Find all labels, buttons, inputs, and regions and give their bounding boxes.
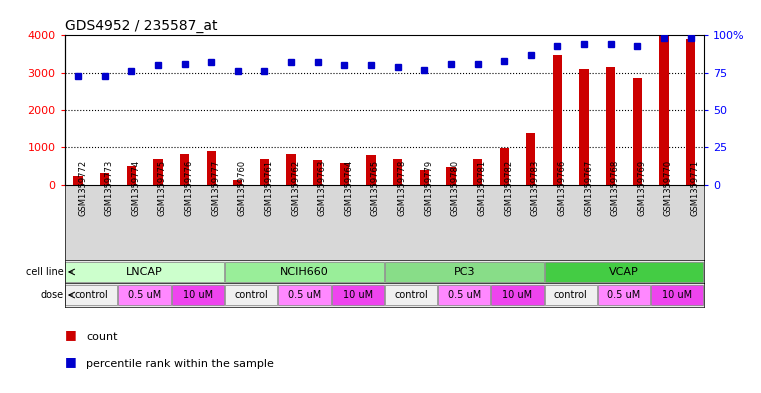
Text: GSM1359781: GSM1359781 <box>478 160 486 217</box>
Text: GSM1359769: GSM1359769 <box>637 160 646 217</box>
Text: VCAP: VCAP <box>609 267 639 277</box>
Bar <box>606 67 616 185</box>
Text: control: control <box>554 290 587 300</box>
Text: 0.5 uM: 0.5 uM <box>607 290 641 300</box>
Text: GSM1359761: GSM1359761 <box>265 160 273 217</box>
Text: dose: dose <box>40 290 64 300</box>
Text: GSM1359773: GSM1359773 <box>104 160 113 217</box>
Text: LNCAP: LNCAP <box>126 267 163 277</box>
Bar <box>180 154 189 185</box>
Text: cell line: cell line <box>26 267 64 277</box>
Bar <box>526 133 536 185</box>
Bar <box>119 285 170 305</box>
Bar <box>632 77 642 185</box>
Bar <box>499 148 509 185</box>
Text: GSM1359764: GSM1359764 <box>344 160 353 217</box>
Bar <box>279 285 330 305</box>
Text: 0.5 uM: 0.5 uM <box>288 290 321 300</box>
Bar <box>65 285 117 305</box>
Text: 10 uM: 10 uM <box>183 290 213 300</box>
Bar <box>438 285 490 305</box>
Bar <box>385 285 437 305</box>
Text: GSM1359779: GSM1359779 <box>425 160 433 217</box>
Bar <box>339 163 349 185</box>
Bar <box>579 69 589 185</box>
Text: GSM1359771: GSM1359771 <box>690 160 699 217</box>
Text: GSM1359767: GSM1359767 <box>584 160 593 217</box>
Bar <box>233 180 243 185</box>
Bar <box>153 159 163 185</box>
Bar <box>225 262 384 282</box>
Text: GSM1359776: GSM1359776 <box>184 160 193 217</box>
Bar <box>446 167 456 185</box>
Bar <box>659 36 669 185</box>
Bar <box>225 285 277 305</box>
Text: NCIH660: NCIH660 <box>280 267 329 277</box>
Text: control: control <box>234 290 268 300</box>
Bar <box>332 285 384 305</box>
Text: PC3: PC3 <box>454 267 475 277</box>
Bar <box>65 262 224 282</box>
Bar <box>385 262 543 282</box>
Text: GSM1359762: GSM1359762 <box>291 160 300 217</box>
Bar <box>100 173 110 185</box>
Bar <box>206 151 216 185</box>
Text: GSM1359772: GSM1359772 <box>78 160 87 217</box>
Text: GSM1359777: GSM1359777 <box>211 160 220 217</box>
Bar <box>651 285 703 305</box>
Text: GSM1359763: GSM1359763 <box>318 160 326 217</box>
Text: 10 uM: 10 uM <box>662 290 693 300</box>
Text: GSM1359766: GSM1359766 <box>557 160 566 217</box>
Text: GSM1359780: GSM1359780 <box>451 160 460 217</box>
Text: GSM1359768: GSM1359768 <box>610 160 619 217</box>
Text: control: control <box>75 290 108 300</box>
Bar <box>73 176 83 185</box>
Bar <box>686 39 696 185</box>
Text: GSM1359774: GSM1359774 <box>131 160 140 217</box>
Bar <box>393 159 403 185</box>
Text: percentile rank within the sample: percentile rank within the sample <box>86 360 274 369</box>
Bar <box>172 285 224 305</box>
Text: GDS4952 / 235587_at: GDS4952 / 235587_at <box>65 19 217 33</box>
Text: 10 uM: 10 uM <box>342 290 373 300</box>
Text: GSM1359783: GSM1359783 <box>530 160 540 217</box>
Bar <box>126 166 136 185</box>
Text: GSM1359782: GSM1359782 <box>504 160 513 217</box>
Text: count: count <box>86 332 117 342</box>
Text: GSM1359765: GSM1359765 <box>371 160 380 217</box>
Bar <box>545 285 597 305</box>
Text: GSM1359760: GSM1359760 <box>237 160 247 217</box>
Bar <box>286 154 296 185</box>
Text: ■: ■ <box>65 356 76 369</box>
Text: 0.5 uM: 0.5 uM <box>128 290 161 300</box>
Bar <box>598 285 650 305</box>
Text: control: control <box>394 290 428 300</box>
Bar <box>473 159 482 185</box>
Bar <box>419 170 429 185</box>
Bar <box>366 155 376 185</box>
Bar <box>492 285 543 305</box>
Bar <box>552 55 562 185</box>
Bar <box>260 159 269 185</box>
Text: GSM1359770: GSM1359770 <box>664 160 673 217</box>
Text: 0.5 uM: 0.5 uM <box>447 290 481 300</box>
Bar <box>545 262 703 282</box>
Text: GSM1359775: GSM1359775 <box>158 160 167 217</box>
Text: GSM1359778: GSM1359778 <box>397 160 406 217</box>
Bar <box>313 160 323 185</box>
Text: ■: ■ <box>65 328 76 341</box>
Text: 10 uM: 10 uM <box>502 290 533 300</box>
